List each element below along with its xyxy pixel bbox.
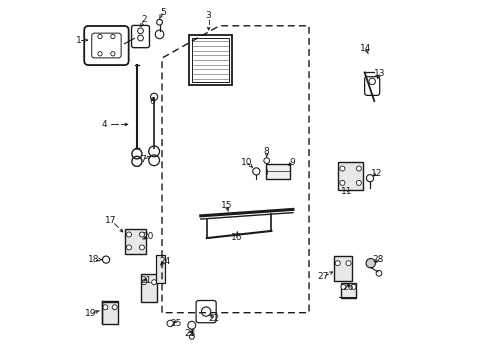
Text: 25: 25 xyxy=(170,319,181,328)
Circle shape xyxy=(102,305,108,310)
Bar xyxy=(333,256,352,282)
Text: 5: 5 xyxy=(160,8,165,17)
Bar xyxy=(156,255,164,283)
Text: 10: 10 xyxy=(240,158,251,167)
Text: 6: 6 xyxy=(149,97,155,106)
Circle shape xyxy=(139,245,144,250)
Circle shape xyxy=(356,180,361,185)
Text: 24: 24 xyxy=(159,257,170,266)
Circle shape xyxy=(340,284,346,289)
Bar xyxy=(340,283,355,298)
Text: 15: 15 xyxy=(221,201,232,210)
Circle shape xyxy=(335,261,340,266)
Text: 3: 3 xyxy=(205,10,211,19)
Circle shape xyxy=(112,305,117,310)
Text: 28: 28 xyxy=(372,255,383,264)
Bar xyxy=(125,229,145,254)
Text: 14: 14 xyxy=(359,44,371,53)
Text: 4: 4 xyxy=(102,120,107,129)
Circle shape xyxy=(151,280,156,285)
Text: 21: 21 xyxy=(140,276,151,285)
Text: 23: 23 xyxy=(184,329,195,338)
Text: 9: 9 xyxy=(288,158,294,167)
Text: 26: 26 xyxy=(342,283,353,292)
Circle shape xyxy=(350,284,355,289)
Circle shape xyxy=(126,245,131,250)
Text: 7: 7 xyxy=(140,155,146,164)
Text: 18: 18 xyxy=(88,255,100,264)
Text: 11: 11 xyxy=(340,187,352,196)
Circle shape xyxy=(366,258,375,268)
Circle shape xyxy=(339,180,344,185)
Bar xyxy=(102,302,118,324)
Bar xyxy=(188,35,231,85)
Text: 2: 2 xyxy=(141,15,146,24)
Bar xyxy=(192,38,228,82)
Text: 12: 12 xyxy=(370,170,382,179)
Text: 16: 16 xyxy=(230,233,242,242)
Text: 1: 1 xyxy=(76,36,81,45)
Text: 27: 27 xyxy=(317,272,328,281)
Circle shape xyxy=(139,232,144,237)
Bar xyxy=(338,162,362,190)
Text: 19: 19 xyxy=(85,309,97,318)
Circle shape xyxy=(142,280,146,285)
Text: 20: 20 xyxy=(142,232,154,241)
Bar xyxy=(265,164,290,179)
Circle shape xyxy=(339,166,344,171)
Bar xyxy=(141,274,157,302)
Text: 22: 22 xyxy=(208,314,219,323)
Text: 13: 13 xyxy=(373,69,385,78)
Text: 8: 8 xyxy=(264,147,269,156)
Circle shape xyxy=(356,166,361,171)
Circle shape xyxy=(126,232,131,237)
Text: 17: 17 xyxy=(105,216,117,225)
Circle shape xyxy=(346,261,350,266)
